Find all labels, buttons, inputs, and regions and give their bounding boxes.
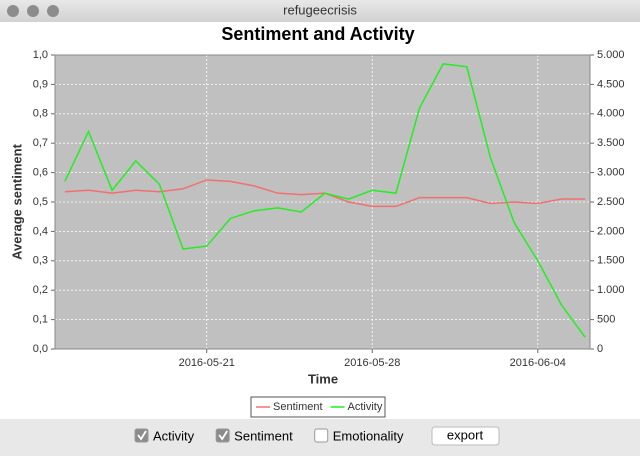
chart-title: Sentiment and Activity	[221, 24, 414, 44]
zoom-button[interactable]	[47, 5, 59, 17]
y2-tick-label: 1.000	[597, 284, 625, 296]
y-axis-label: Average sentiment	[9, 143, 24, 260]
x-tick-label: 2016-05-21	[179, 357, 235, 369]
y2-tick-label: 4.000	[597, 108, 625, 120]
legend-box	[250, 396, 386, 418]
y2-tick-label: 4.500	[597, 78, 625, 90]
y2-tick-label: 5.000	[597, 49, 625, 61]
checkmark[interactable]	[218, 430, 228, 441]
y-tick-label: 0,6	[33, 167, 48, 179]
y2-tick-label: 500	[597, 314, 615, 326]
y-tick-label: 0,7	[33, 137, 48, 149]
minimize-button[interactable]	[27, 5, 39, 17]
checkbox[interactable]	[134, 428, 149, 443]
y2-tick-label: 0	[597, 343, 603, 355]
plot-border	[54, 54, 591, 350]
title-bar	[0, 0, 640, 22]
close-button[interactable]	[7, 5, 19, 17]
legend-label: Activity	[348, 401, 383, 413]
export-button[interactable]	[431, 426, 500, 446]
y2-tick-label: 3.500	[597, 137, 625, 149]
y-tick-label: 0,1	[33, 314, 48, 326]
x-tick-label: 2016-05-28	[344, 357, 400, 369]
y2-tick-label: 2.000	[597, 225, 625, 237]
checkmark[interactable]	[137, 430, 147, 441]
x-tick-label: 2016-06-04	[510, 357, 566, 369]
checkbox-label[interactable]: Emotionality	[333, 428, 404, 443]
y-tick-label: 0,3	[33, 255, 48, 267]
checkbox-label[interactable]: Activity	[153, 428, 195, 443]
y-tick-label: 1,0	[33, 49, 48, 61]
y-tick-label: 0,9	[33, 78, 48, 90]
checkbox[interactable]	[215, 428, 230, 443]
window-title: refugeecrisis	[283, 2, 357, 17]
y2-tick-label: 3.000	[597, 167, 625, 179]
y-tick-label: 0,2	[33, 284, 48, 296]
y-tick-label: 0,5	[33, 196, 48, 208]
y-tick-label: 0,0	[33, 343, 48, 355]
checkbox-label[interactable]: Sentiment	[234, 428, 293, 443]
y2-tick-label: 2.500	[597, 196, 625, 208]
checkbox[interactable]	[314, 428, 329, 443]
export-button-label[interactable]: export	[447, 427, 484, 442]
y-tick-label: 0,8	[33, 108, 48, 120]
series-line	[64, 63, 586, 338]
y-tick-label: 0,4	[33, 225, 48, 237]
legend-label: Sentiment	[273, 401, 323, 413]
x-axis-label: Time	[308, 371, 338, 386]
y2-tick-label: 1.500	[597, 255, 625, 267]
